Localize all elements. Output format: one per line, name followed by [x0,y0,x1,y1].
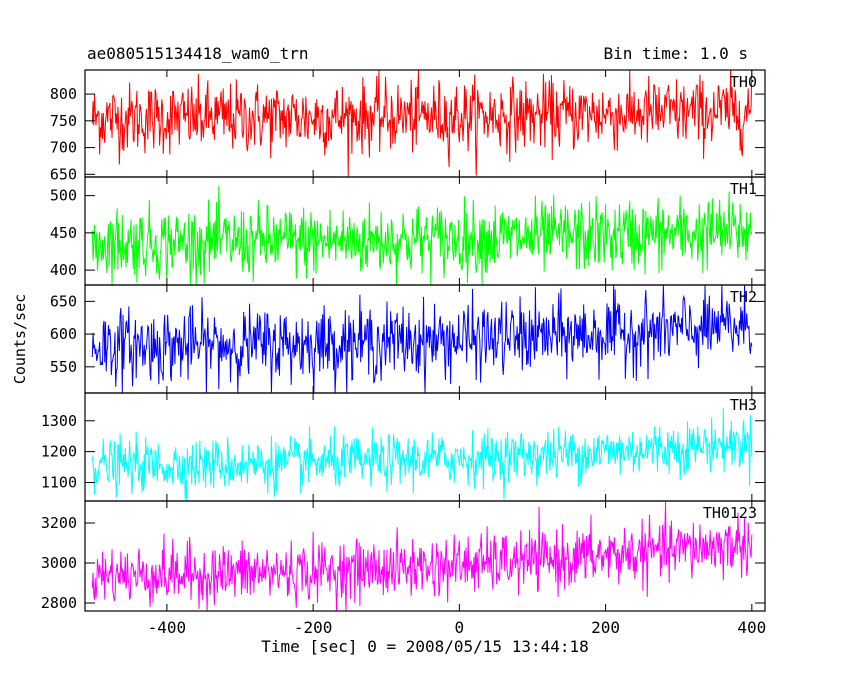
series-line-th2 [91,284,753,394]
y-tick-label: 800 [50,85,77,103]
x-tick-label: 400 [737,618,766,637]
y-tick-label: 750 [50,112,77,130]
y-tick-label: 550 [50,358,77,376]
y-tick-label: 450 [50,224,77,242]
y-tick-label: 700 [50,139,77,157]
y-tick-label: 650 [50,165,77,183]
series-label-th0: TH0 [730,73,757,91]
x-tick-label: -400 [148,618,187,637]
y-tick-label: 1200 [41,443,77,461]
y-axis-label: Counts/sec [11,293,29,385]
series-label-th3: TH3 [730,396,757,414]
y-tick-label: 500 [50,187,77,205]
y-tick-label: 650 [50,292,77,310]
panel-frame-th0123 [84,500,766,612]
y-tick-label: 400 [50,261,77,279]
series-label-th0123: TH0123 [703,504,757,522]
series-line-th0123 [91,501,753,612]
series-label-th2: TH2 [730,288,757,306]
x-tick-label: 200 [591,618,620,637]
bin-time-label: Bin time: 1.0 s [603,44,749,63]
series-line-th1 [91,185,753,286]
y-tick-label: 2800 [41,594,77,612]
y-tick-label: 600 [50,325,77,343]
x-tick-label: -200 [294,618,333,637]
series-line-th0 [91,69,753,178]
y-tick-label: 1100 [41,473,77,491]
x-axis-label: Time [sec] 0 = 2008/05/15 13:44:18 [261,637,589,656]
y-tick-label: 3000 [41,554,77,572]
y-tick-label: 1300 [41,412,77,430]
chart-title: ae080515134418_wam0_trn [87,44,309,63]
series-label-th1: TH1 [730,180,757,198]
x-tick-label: 0 [455,618,465,637]
y-tick-label: 3200 [41,514,77,532]
series-line-th3 [91,407,753,502]
